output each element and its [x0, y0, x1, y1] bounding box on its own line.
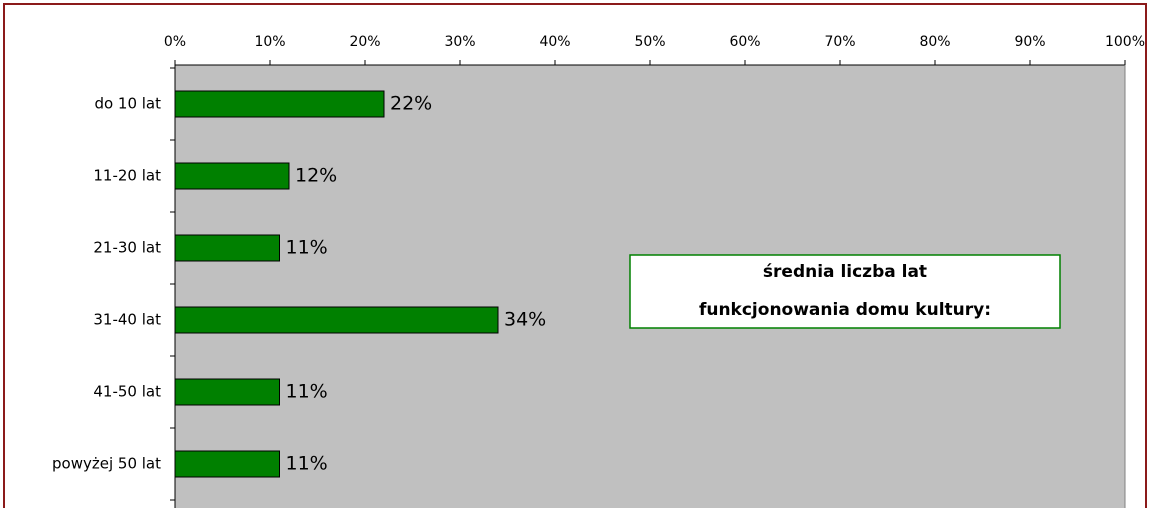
- x-tick-label: 30%: [444, 34, 475, 50]
- x-tick-label: 80%: [919, 34, 950, 50]
- x-tick-label: 40%: [539, 34, 570, 50]
- annotation-line: funkcjonowania domu kultury:: [699, 300, 991, 320]
- data-label: 11%: [286, 381, 328, 403]
- x-tick-label: 100%: [1105, 34, 1145, 50]
- x-tick-label: 70%: [824, 34, 855, 50]
- data-label: 12%: [295, 165, 337, 187]
- bar: [174, 90, 385, 118]
- x-tick-label: 50%: [634, 34, 665, 50]
- data-label: 34%: [504, 309, 546, 331]
- bar: [174, 162, 290, 190]
- x-tick-label: 0%: [164, 34, 186, 50]
- data-label: 11%: [286, 453, 328, 475]
- annotation-line: średnia liczba lat: [763, 262, 927, 282]
- bar: [174, 378, 280, 406]
- bar: [174, 234, 280, 262]
- y-tick-label: 11-20 lat: [93, 167, 161, 185]
- x-tick-label: 60%: [729, 34, 760, 50]
- y-tick-label: powyżej 50 lat: [52, 455, 161, 473]
- x-tick-label: 10%: [254, 34, 285, 50]
- x-tick-label: 90%: [1014, 34, 1045, 50]
- y-tick-label: do 10 lat: [94, 95, 161, 113]
- bar: [174, 450, 280, 478]
- y-tick-label: 41-50 lat: [93, 383, 161, 401]
- y-tick-label: 21-30 lat: [93, 239, 161, 257]
- annotation-box: [629, 254, 1061, 329]
- data-label: 11%: [286, 237, 328, 259]
- x-tick-label: 20%: [349, 34, 380, 50]
- data-label: 22%: [390, 93, 432, 115]
- y-tick-label: 31-40 lat: [93, 311, 161, 329]
- bar: [174, 306, 499, 334]
